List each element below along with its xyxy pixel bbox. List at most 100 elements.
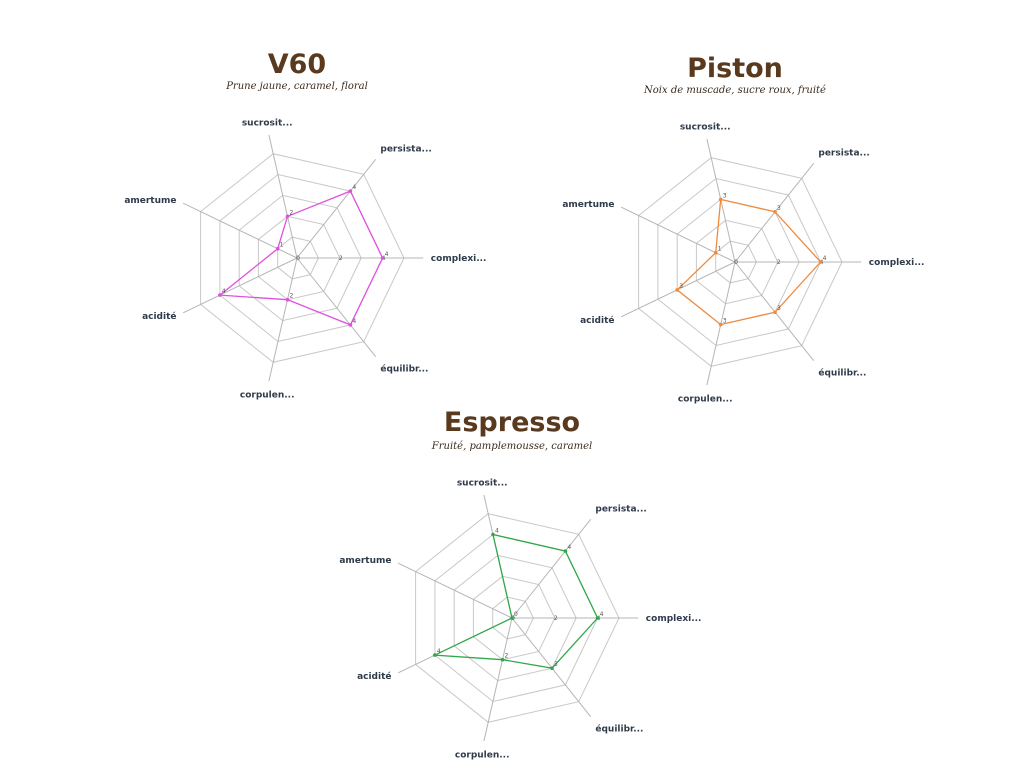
chart-panel-piston: Piston Noix de muscade, sucre roux, frui… bbox=[562, 52, 924, 405]
axis-spoke bbox=[268, 134, 298, 259]
axis-spoke bbox=[268, 257, 298, 382]
radar-chart: complexi... équilibr... corpulen... acidité… bbox=[562, 123, 924, 405]
axis-label-acidite: acidité bbox=[142, 311, 176, 322]
axis-label-acidite: acidité bbox=[357, 671, 391, 682]
data-label-equilibr: 3 bbox=[777, 305, 781, 312]
chart-subtitle: Prune jaune, caramel, floral bbox=[226, 81, 368, 92]
axis-label-complexi: complexi... bbox=[869, 258, 925, 268]
data-point-persista bbox=[348, 189, 353, 193]
grid-ring bbox=[257, 215, 341, 301]
data-label-persista: 3 bbox=[777, 205, 781, 212]
data-point-sucrosit bbox=[285, 214, 290, 219]
data-point-complexi bbox=[380, 256, 385, 260]
axis-label-corpulen: corpulen... bbox=[455, 750, 510, 760]
tick-label: 0 bbox=[734, 259, 738, 266]
axis-spoke bbox=[397, 562, 513, 619]
axis-label-amertume: amertume bbox=[562, 200, 614, 210]
axis-spoke bbox=[511, 518, 592, 619]
data-point-persista bbox=[563, 549, 568, 553]
data-label-equilibr: 3 bbox=[554, 661, 558, 668]
data-point-equilibr bbox=[773, 310, 777, 315]
grid-ring bbox=[638, 157, 843, 367]
data-point-corpulen bbox=[500, 657, 505, 662]
tick-label: 2 bbox=[554, 615, 558, 622]
chart-subtitle: Fruité, pamplemousse, caramel bbox=[431, 441, 593, 452]
axis-label-corpulen: corpulen... bbox=[678, 394, 733, 404]
axis-spoke bbox=[483, 617, 513, 742]
data-point-sucrosit bbox=[718, 197, 723, 202]
grid-ring bbox=[492, 596, 534, 640]
grid-ring bbox=[715, 240, 757, 284]
data-label-corpulen: 2 bbox=[505, 653, 509, 660]
axis-spoke bbox=[182, 257, 298, 314]
data-point-acidite bbox=[675, 288, 679, 292]
data-label-sucrosit: 2 bbox=[290, 209, 294, 216]
radar-chart: complexi... équilibr... corpulen... acidité… bbox=[339, 479, 701, 761]
axis-label-equilibr: équilibr... bbox=[595, 724, 643, 735]
data-point-equilibr bbox=[348, 323, 353, 327]
data-label-persista: 4 bbox=[567, 544, 571, 551]
chart-panel-espresso: Espresso Fruité, pamplemousse, caramel c… bbox=[339, 407, 701, 761]
data-label-complexi: 4 bbox=[823, 255, 827, 262]
data-point-corpulen bbox=[285, 297, 290, 302]
grid-ring bbox=[200, 153, 405, 363]
tick-label: 2 bbox=[777, 259, 781, 266]
series-line bbox=[218, 190, 384, 326]
data-label-persista: 4 bbox=[352, 184, 356, 191]
data-point-acidite bbox=[433, 653, 437, 657]
data-label-complexi: 4 bbox=[385, 251, 389, 258]
grid-ring bbox=[695, 219, 779, 305]
tick-label: 2 bbox=[339, 255, 343, 262]
data-label-equilibr: 4 bbox=[352, 318, 356, 325]
axis-label-complexi: complexi... bbox=[646, 614, 702, 624]
data-label-amertume: 0 bbox=[514, 611, 518, 618]
data-label-amertume: 1 bbox=[718, 246, 722, 253]
grid-ring bbox=[453, 554, 577, 682]
grid-ring bbox=[277, 236, 319, 280]
data-point-complexi bbox=[818, 260, 823, 264]
data-point-sucrosit bbox=[491, 532, 495, 537]
axis-label-acidite: acidité bbox=[580, 315, 614, 326]
data-point-persista bbox=[773, 210, 777, 214]
tick-label: 0 bbox=[296, 255, 300, 262]
axis-label-equilibr: équilibr... bbox=[818, 368, 866, 379]
data-point-amertume bbox=[510, 616, 514, 620]
axis-label-persista: persista... bbox=[818, 148, 869, 158]
data-label-sucrosit: 4 bbox=[495, 528, 499, 535]
data-label-acidite: 4 bbox=[222, 288, 226, 295]
axis-label-equilibr: équilibr... bbox=[380, 364, 428, 375]
axis-label-amertume: amertume bbox=[339, 556, 391, 566]
axis-label-amertume: amertume bbox=[124, 196, 176, 206]
data-point-equilibr bbox=[550, 666, 554, 670]
grid-ring bbox=[472, 575, 556, 661]
data-point-amertume bbox=[713, 250, 718, 255]
data-label-amertume: 1 bbox=[280, 242, 284, 249]
chart-title: Espresso bbox=[443, 407, 581, 438]
grid-ring bbox=[657, 177, 822, 347]
axis-label-complexi: complexi... bbox=[431, 254, 487, 264]
axis-spoke bbox=[296, 158, 377, 259]
data-label-sucrosit: 3 bbox=[723, 192, 727, 199]
data-point-acidite bbox=[218, 293, 222, 297]
series-line bbox=[432, 533, 599, 669]
data-label-acidite: 3 bbox=[679, 283, 683, 290]
grid-ring bbox=[415, 513, 620, 723]
radar-chart: complexi... équilibr... corpulen... acidité… bbox=[124, 119, 486, 401]
data-label-corpulen: 2 bbox=[290, 293, 294, 300]
axis-spoke bbox=[296, 257, 377, 358]
chart-title: V60 bbox=[267, 49, 327, 80]
grid-ring bbox=[219, 173, 384, 343]
axis-label-sucrosit: sucrosit... bbox=[680, 123, 731, 133]
chart-title: Piston bbox=[687, 53, 783, 84]
axis-label-sucrosit: sucrosit... bbox=[457, 479, 508, 489]
axis-label-corpulen: corpulen... bbox=[240, 390, 295, 400]
chart-panel-v60: V60 Prune jaune, caramel, floral complex… bbox=[124, 48, 486, 401]
axis-label-persista: persista... bbox=[380, 144, 431, 154]
chart-subtitle: Noix de muscade, sucre roux, fruité bbox=[644, 85, 826, 96]
data-label-complexi: 4 bbox=[600, 611, 604, 618]
data-point-complexi bbox=[595, 616, 600, 620]
series-line bbox=[676, 198, 822, 326]
data-point-amertume bbox=[275, 246, 280, 251]
axis-label-persista: persista... bbox=[595, 504, 646, 514]
grid-ring bbox=[238, 194, 362, 322]
